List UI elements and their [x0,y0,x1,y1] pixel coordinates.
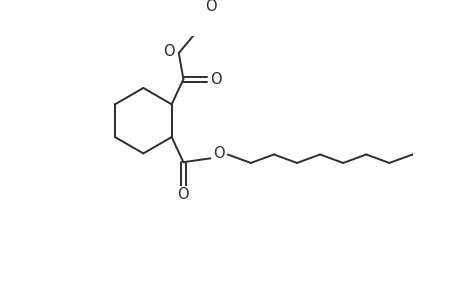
Text: O: O [209,72,221,87]
Text: O: O [213,146,224,161]
Text: O: O [205,0,216,14]
Text: O: O [177,187,189,202]
Text: O: O [163,44,174,59]
